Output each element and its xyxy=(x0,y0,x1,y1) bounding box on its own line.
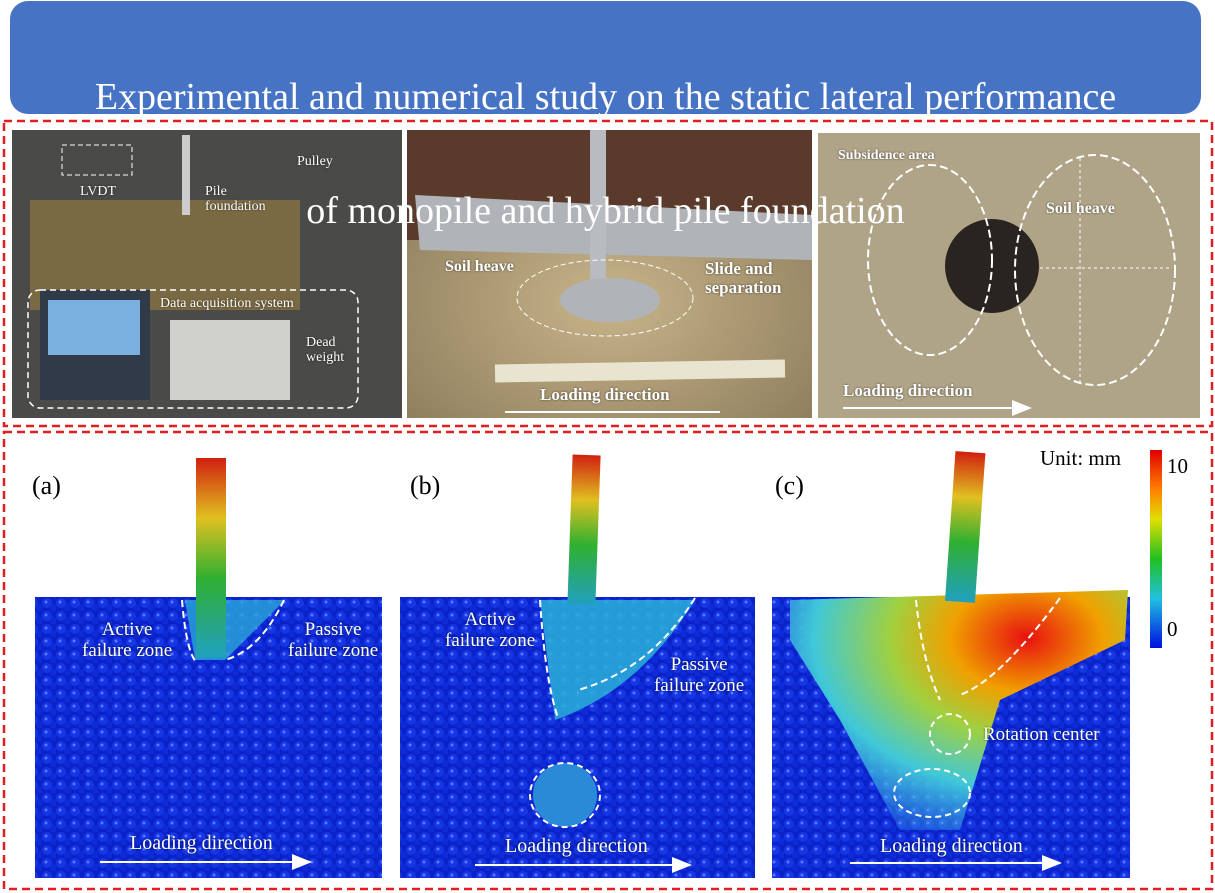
label: Pile foundation xyxy=(205,184,266,215)
label: Data acquisition system xyxy=(160,296,294,311)
panel-label: (c) xyxy=(775,471,804,500)
label: Active failure zone xyxy=(445,609,536,651)
label: Dead weight xyxy=(306,335,345,366)
label: Active failure zone xyxy=(82,619,173,661)
label: Loading direction xyxy=(540,385,670,404)
label: LVDT xyxy=(80,184,117,199)
label: Passive failure zone xyxy=(654,654,745,696)
label: Subsidence area xyxy=(838,148,935,163)
label: Pulley xyxy=(297,154,333,169)
label: Loading direction xyxy=(505,835,648,857)
title-line: Experimental and numerical study on the … xyxy=(94,76,1117,118)
label: Passive failure zone xyxy=(288,619,379,661)
label: Loading direction xyxy=(843,381,973,400)
label: Rotation center xyxy=(983,724,1100,745)
title: Experimental and numerical study on the … xyxy=(10,12,1201,297)
panel-label: (b) xyxy=(410,471,441,500)
label: Soil heave xyxy=(1046,200,1115,217)
label: Loading direction xyxy=(130,832,273,854)
colorbar-min: 0 xyxy=(1167,617,1178,641)
title-line: of monopile and hybrid pile foundation xyxy=(306,190,905,232)
colorbar-max: 10 xyxy=(1167,454,1188,478)
colorbar-unit: Unit: mm xyxy=(1040,446,1122,470)
label: Loading direction xyxy=(880,835,1023,857)
panel-label: (a) xyxy=(32,471,61,500)
label: Slide and separation xyxy=(705,259,782,297)
label: Soil heave xyxy=(445,258,514,275)
